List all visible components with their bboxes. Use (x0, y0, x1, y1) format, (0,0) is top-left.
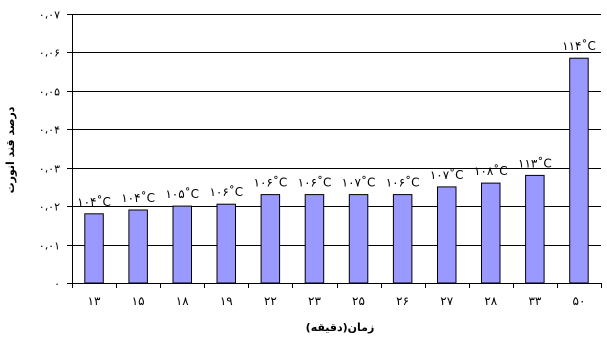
x-tick-label: ۵۰ (573, 294, 586, 308)
y-tick-label: ۰،۰۶ (39, 47, 60, 60)
data-label: ۱۰۶˚C (209, 184, 243, 199)
bar (260, 194, 281, 284)
y-tick-label: ۰،۰۳ (39, 163, 60, 176)
data-label: ۱۰۶˚C (298, 175, 332, 190)
data-label: ۱۰۷˚C (430, 167, 464, 182)
data-label: ۱۰۷˚C (342, 175, 376, 190)
data-label: ۱۰۴˚C (121, 190, 155, 205)
y-tick-label: ۰،۰۴ (39, 124, 60, 137)
y-tick-label: ۰،۰۲ (39, 201, 60, 214)
x-tick-label: ۲۲ (264, 294, 277, 308)
y-tick-label: ۰،۰۷ (39, 9, 60, 22)
bar (304, 194, 325, 284)
bar (525, 174, 545, 284)
x-tick-label: ۲۷ (440, 294, 453, 308)
x-tick-label: ۳۳ (528, 294, 541, 308)
data-label: ۱۱۳˚C (518, 155, 552, 170)
y-tick-label: ۰،۰۵ (39, 86, 60, 99)
bars (84, 57, 589, 284)
bar (437, 186, 457, 284)
bar (569, 57, 589, 284)
bar (84, 213, 104, 284)
bar (216, 203, 236, 284)
bar (392, 194, 413, 284)
bar (481, 182, 501, 284)
data-labels: ۱۰۴˚C ۱۰۴˚C ۱۰۵˚C ۱۰۶˚C ۱۰۶˚C ۱۰۶˚C ۱۰۷˚C ۱۰۶˚C… (77, 38, 596, 209)
x-tick-label: ۲۳ (308, 294, 321, 308)
bar (128, 209, 148, 284)
x-tick-label: ۱۸ (176, 294, 189, 308)
bar (172, 205, 192, 284)
x-tick-label: ۱۵ (132, 294, 145, 308)
x-axis-title: زمان(دقیقه) (306, 321, 375, 334)
x-tick-label: ۲۶ (396, 294, 409, 308)
data-label: ۱۰۸˚C (474, 163, 508, 178)
x-tick-label: ۱۳ (88, 294, 101, 308)
y-tick-label: ۰،۰۱ (39, 240, 60, 253)
data-label: ۱۰۵˚C (165, 186, 199, 201)
x-tick-label: ۱۹ (220, 294, 233, 308)
y-axis-title: درصد قند انورت (4, 106, 17, 193)
data-label: ۱۰۴˚C (77, 194, 111, 209)
x-tick-label: ۲۸ (484, 294, 497, 308)
data-label: ۱۰۶˚C (254, 175, 288, 190)
axes (72, 14, 602, 288)
gridlines (72, 14, 601, 246)
data-label: ۱۰۶˚C (386, 175, 420, 190)
y-tick-label: ۰ (54, 278, 60, 291)
data-label: ۱۱۴˚C (562, 38, 596, 53)
bar (348, 194, 369, 284)
y-tick-labels: ۰ ۰،۰۱ ۰،۰۲ ۰،۰۳ ۰،۰۴ ۰،۰۵ ۰،۰۶ ۰،۰۷ (39, 9, 72, 291)
x-tick-labels: ۱۳ ۱۵ ۱۸ ۱۹ ۲۲ ۲۳ ۲۵ ۲۶ ۲۷ ۲۸ ۳۳ ۵۰ (88, 294, 586, 308)
x-tick-label: ۲۵ (352, 294, 365, 308)
